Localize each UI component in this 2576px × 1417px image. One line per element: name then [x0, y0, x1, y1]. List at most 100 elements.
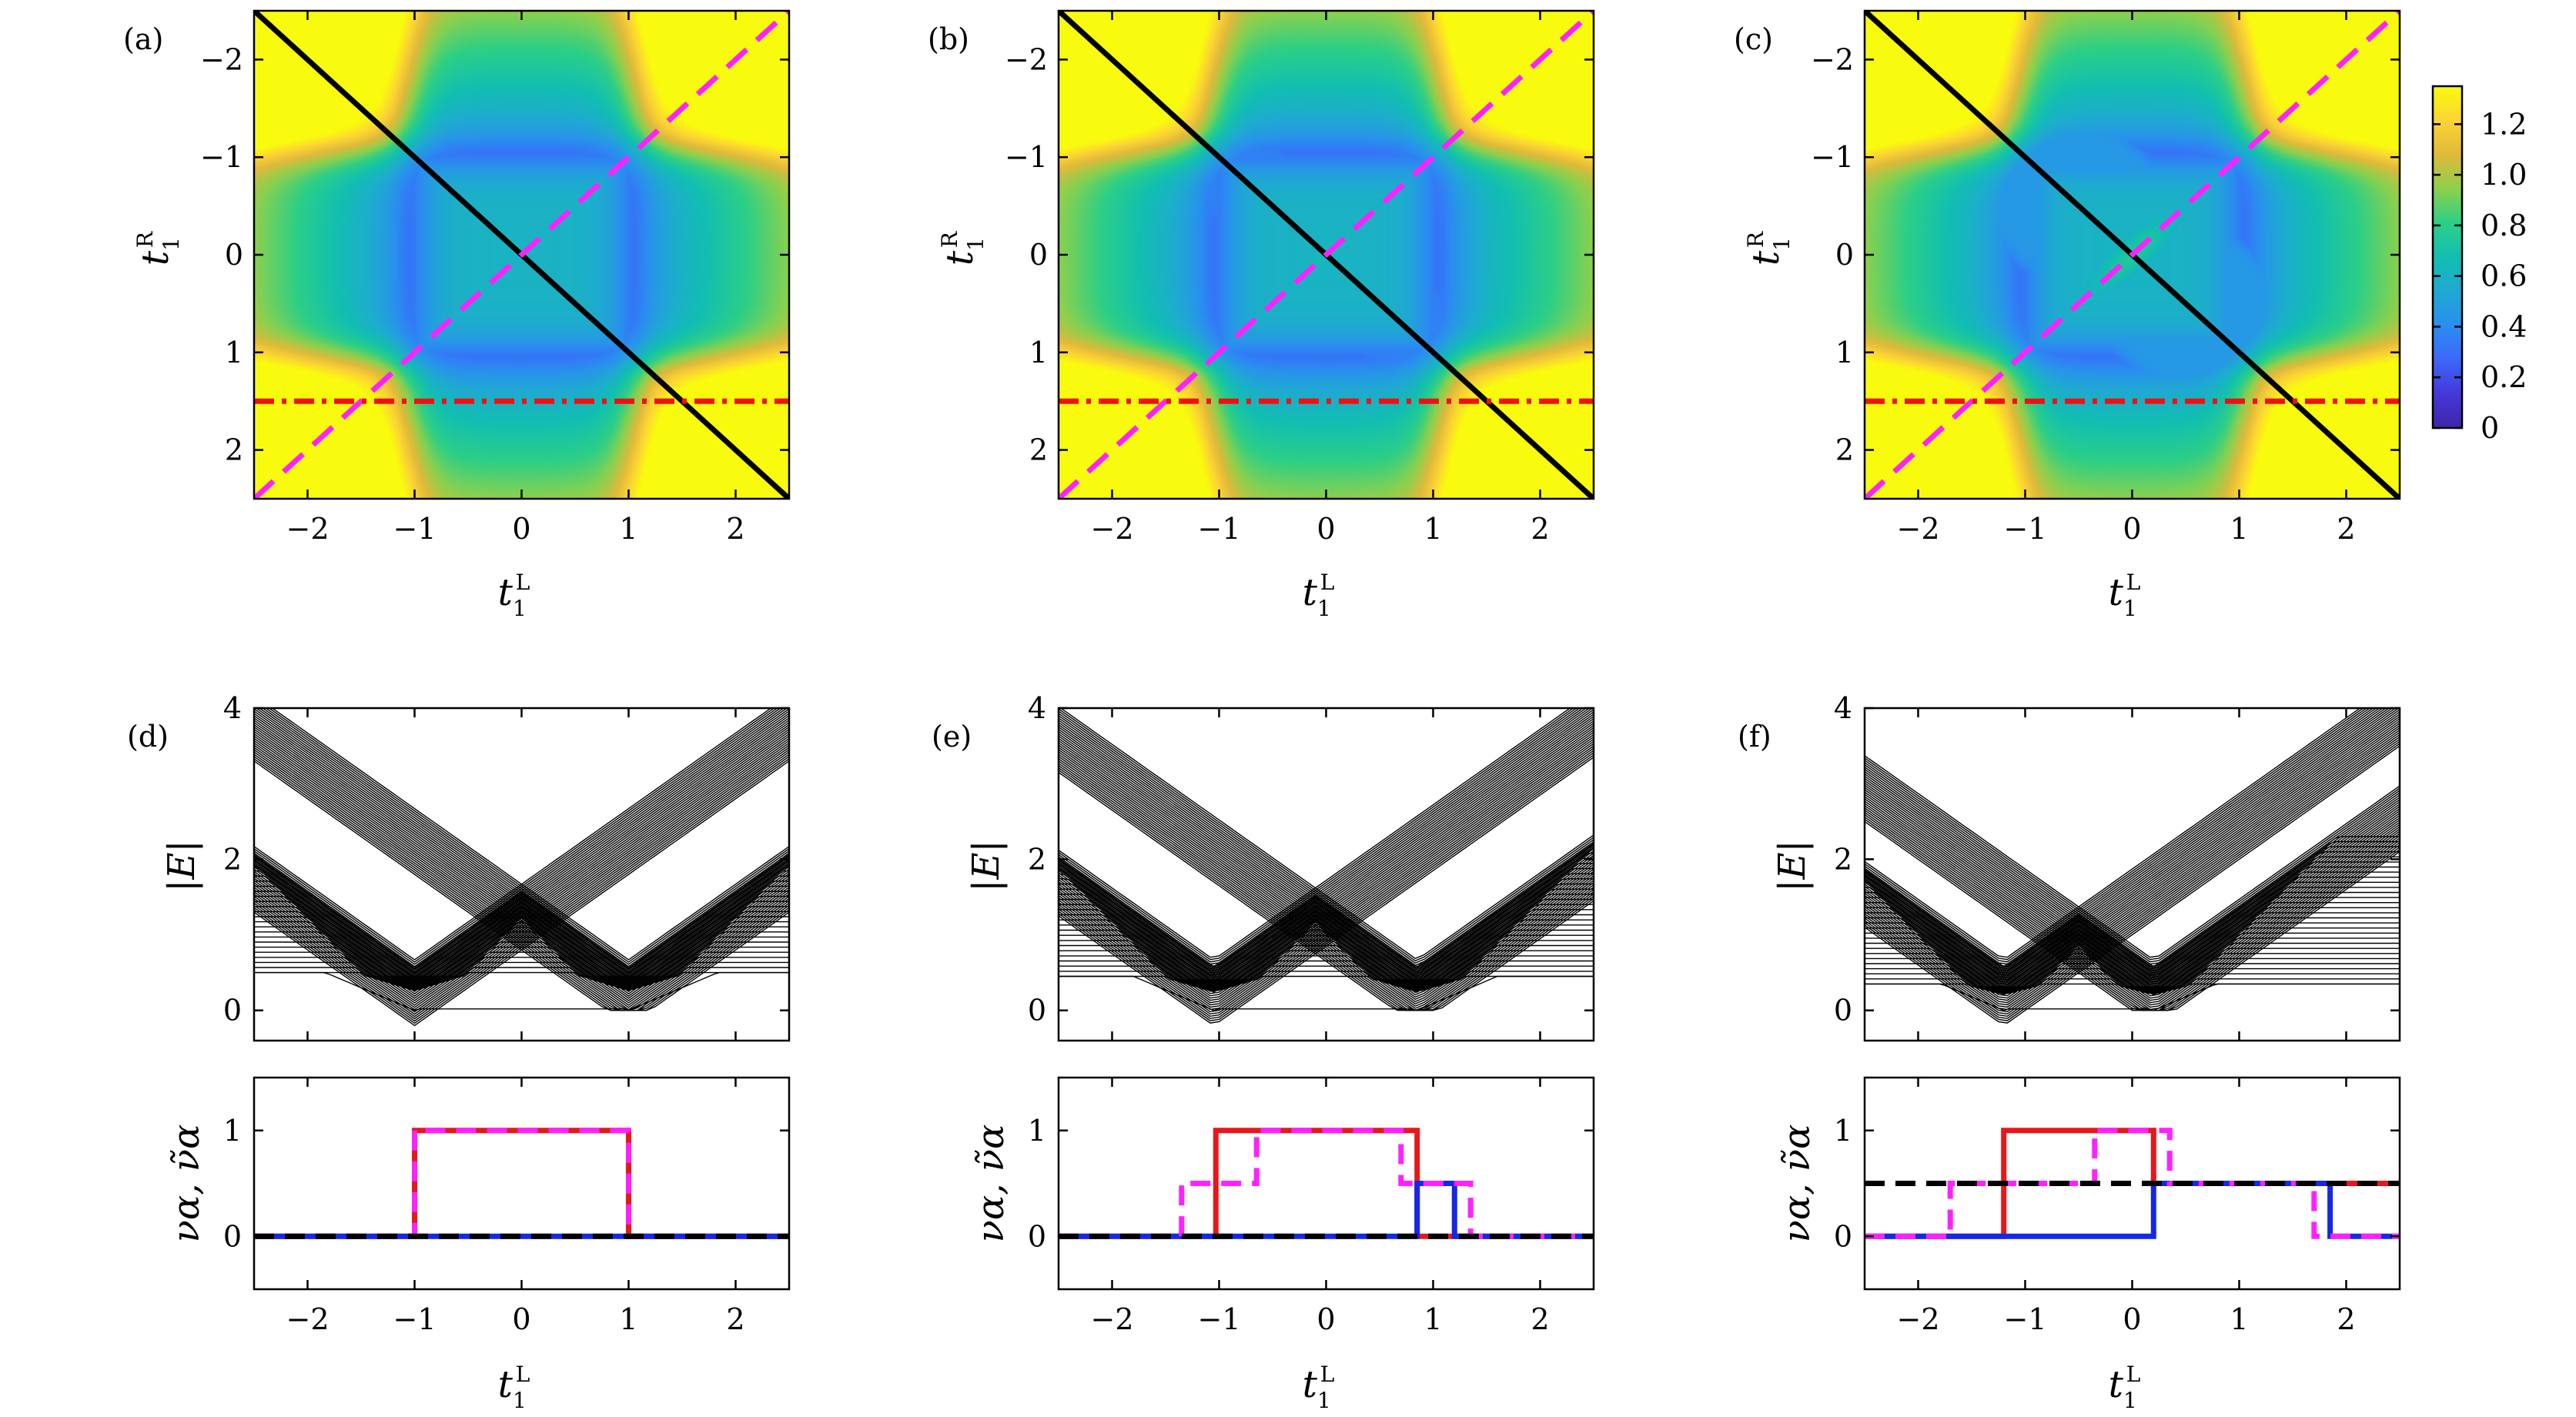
spectrum-panel-d: 0 2 4 |E| (d): [127, 691, 791, 1042]
band-line: [1059, 841, 1594, 968]
band-line: [1865, 932, 2400, 996]
y-tick-label: −1: [1811, 140, 1854, 174]
x-tick-label: 1: [619, 512, 637, 546]
y-tick-label: 0: [1834, 994, 1852, 1028]
cone-line: [1059, 733, 1594, 987]
energy-bands: [254, 708, 789, 1027]
x-tick-label: 1: [2230, 512, 2248, 546]
x-tick-label: 0: [1316, 1302, 1335, 1336]
y-tick-label: 0: [1835, 238, 1854, 272]
cone-line: [1865, 718, 2400, 997]
colorbar-tick-label: 0.8: [2481, 209, 2527, 242]
cone-line: [1059, 754, 1594, 1021]
band-line: [1865, 846, 2400, 971]
colorbar-tick-label: 1.0: [2481, 158, 2527, 192]
cone-line: [254, 747, 789, 1011]
cone-line: [1865, 782, 2400, 985]
cone-line: [1059, 751, 1594, 1004]
y-tick-label: 0: [1028, 994, 1046, 1028]
cone-line: [1059, 742, 1594, 996]
cone-line: [1059, 737, 1594, 991]
cone-line: [1059, 754, 1594, 1007]
invariant-line: [254, 1128, 789, 1239]
band-line: [1059, 914, 1594, 994]
cone-line: [1059, 718, 1594, 985]
x-tick-label: −2: [1896, 1302, 1939, 1336]
colorbar-tick-label: 0.2: [2481, 360, 2527, 394]
cone-line: [254, 733, 789, 999]
band-line: [1059, 846, 1594, 972]
cone-line: [1865, 708, 2364, 961]
band-line: [1865, 917, 2400, 992]
band-line: [254, 861, 789, 977]
cone-line: [1865, 809, 2400, 1011]
cone-line: [1059, 708, 1594, 962]
colorbar-tick-label: 0.4: [2481, 309, 2527, 343]
x-axis-label: t1L: [498, 570, 530, 621]
cone-line: [254, 722, 789, 988]
invariant-panel-d: −2 −1 0 1 2 0 1 να, ν̃α t1L: [165, 1076, 791, 1413]
edge-band: [1059, 975, 1594, 1011]
band-line: [1865, 866, 2400, 977]
x-tick-label: 2: [726, 1302, 744, 1336]
cone-line: [1059, 715, 1594, 968]
cone-line: [1059, 767, 1594, 1011]
band-line: [1059, 843, 1594, 969]
cone-line: [254, 708, 772, 961]
x-axis-label: t1L: [498, 1362, 530, 1413]
cone-line: [1059, 708, 1574, 961]
cone-line: [1865, 800, 2400, 1004]
y-tick-label: 0: [1029, 238, 1048, 272]
cone-line: [1865, 727, 2400, 1006]
colorbar-tick-label: 1.2: [2481, 107, 2527, 141]
colorbar: 0 0.2 0.4 0.6 0.8 1.0 1.2: [2431, 85, 2527, 445]
invariant-line: [1059, 1128, 1594, 1239]
cone-line: [1865, 791, 2400, 994]
cone-line: [254, 730, 789, 997]
x-tick-label: 0: [2123, 512, 2141, 546]
cone-line: [1059, 740, 1594, 1008]
band-line: [254, 891, 789, 988]
band-line: [1865, 922, 2400, 994]
energy-bands: [1865, 708, 2400, 1024]
band-line: [1059, 965, 1594, 983]
x-tick-label: 2: [1531, 1302, 1549, 1336]
axes-frame: [253, 707, 791, 1042]
axes-frame: [253, 1076, 791, 1291]
band-line: [1059, 924, 1594, 991]
cone-line: [254, 747, 789, 1013]
cone-line: [1059, 714, 1594, 981]
cone-line: [254, 735, 789, 1001]
y-tick-label: 2: [1029, 433, 1048, 467]
cone-line: [254, 720, 789, 986]
x-tick-label: −2: [1090, 1302, 1133, 1336]
cone-line: [1059, 711, 1594, 978]
band-line: [1865, 963, 2400, 991]
cone-line: [1059, 765, 1594, 1011]
band-line: [1865, 836, 2400, 968]
cone-line: [1865, 755, 2400, 958]
x-tick-label: 2: [2337, 1302, 2355, 1336]
band-line: [1059, 898, 1594, 989]
cone-line: [1865, 731, 2400, 1011]
band-line: [254, 865, 789, 980]
cone-line: [1865, 796, 2400, 999]
cone-line: [1865, 764, 2400, 968]
cone-line: [254, 737, 789, 1004]
x-tick-label: −1: [1197, 1302, 1240, 1336]
cone-line: [254, 737, 789, 1004]
edge-band: [1865, 983, 2400, 1011]
cone-line: [1865, 780, 2400, 983]
cone-line: [1865, 787, 2400, 990]
y-tick-label: 4: [1834, 691, 1852, 725]
x-tick-label: −2: [1090, 512, 1133, 546]
x-tick-label: 2: [1531, 512, 1549, 546]
panel-label: (b): [928, 22, 969, 56]
band-line: [1059, 883, 1594, 984]
cone-line: [254, 740, 789, 1006]
y-axis-label: να, ν̃α: [1775, 1125, 1818, 1243]
y-axis-label: |E|: [965, 840, 1008, 891]
y-tick-label: 4: [223, 691, 242, 725]
x-tick-label: −2: [286, 512, 329, 546]
band-line: [254, 852, 789, 968]
